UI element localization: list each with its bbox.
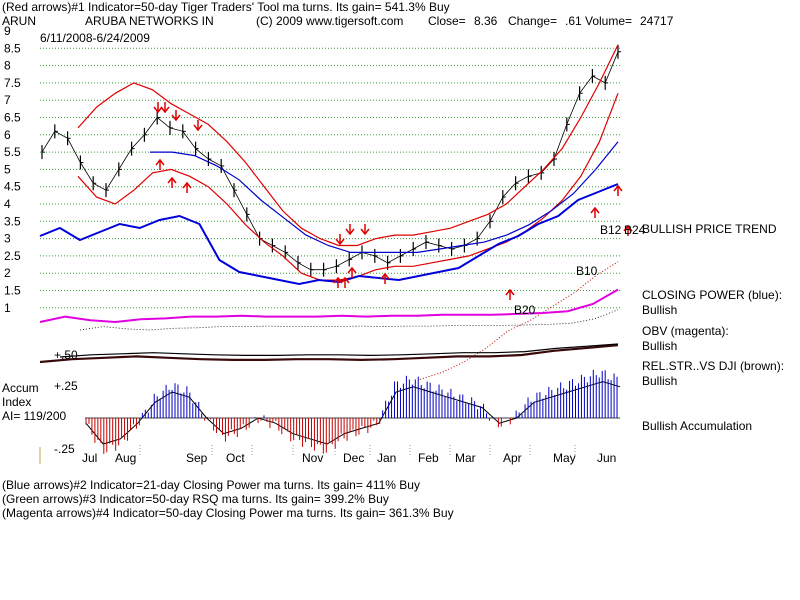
x-tick-label: Jan xyxy=(377,451,396,465)
footer-magenta-arrows: (Magenta arrows)#4 Indicator=50-day Clos… xyxy=(2,506,454,520)
y-tick-label: 3 xyxy=(4,232,11,246)
index-title: Index xyxy=(2,395,32,409)
x-tick-label: Apr xyxy=(503,451,522,465)
y-tick-label: 1.5 xyxy=(4,284,21,298)
annotation-b20: B20 xyxy=(514,303,536,317)
sell-arrow-head xyxy=(193,124,203,132)
volume-value: 24717 xyxy=(640,14,674,28)
x-tick-label: Feb xyxy=(418,451,439,465)
buy-arrow-head xyxy=(340,276,350,284)
buy-arrow-head xyxy=(613,184,623,192)
x-tick-label: Jun xyxy=(597,451,616,465)
obv-status: Bullish xyxy=(642,339,678,353)
footer-green-arrows: (Green arrows)#3 Indicator=50-day RSQ ma… xyxy=(2,492,389,506)
obv-line xyxy=(39,288,619,324)
sell-arrow-head xyxy=(160,106,170,114)
y-tick-label: 2.5 xyxy=(4,249,21,263)
y-tick-label: 4.5 xyxy=(4,180,21,194)
change-value: .61 xyxy=(565,14,582,28)
annotation-b24: B24 xyxy=(624,223,646,237)
y-tick-label: 5.5 xyxy=(4,145,21,159)
buy-arrow-head xyxy=(590,206,600,214)
buy-arrow-head xyxy=(505,288,515,296)
upper-band-line xyxy=(77,44,619,247)
month-x-axis: Jul Aug Sep Oct Nov Dec Jan Feb Mar Apr May Jun xyxy=(82,445,616,465)
sell-arrow-head xyxy=(153,106,163,114)
relstr-line xyxy=(39,344,619,364)
y-tick-label: 3.5 xyxy=(4,214,21,228)
sell-arrow-head xyxy=(360,228,370,236)
plus-25-label: +.25 xyxy=(54,379,78,393)
footer-blue-arrows: (Blue arrows)#2 Indicator=21-day Closing… xyxy=(2,478,420,492)
close-value: 8.36 xyxy=(474,14,498,28)
price-line xyxy=(41,51,619,271)
ticker-symbol: ARUN xyxy=(2,14,37,28)
relstr-label: REL.STR..VS DJI (brown): xyxy=(642,359,785,373)
ma-50-line xyxy=(150,141,619,253)
y-tick-label: 8.5 xyxy=(4,41,21,55)
closing-power-status: Bullish xyxy=(642,303,678,317)
x-tick-label: Mar xyxy=(455,451,476,465)
copyright: (C) 2009 www.tigersoft.com xyxy=(256,14,404,28)
volume-label: Volume= xyxy=(585,14,633,28)
y-tick-label: 4 xyxy=(4,197,11,211)
x-tick-label: Sep xyxy=(186,451,208,465)
bullish-accumulation-label: Bullish Accumulation xyxy=(642,419,753,433)
x-tick-label: Aug xyxy=(115,451,136,465)
x-tick-label: Jul xyxy=(82,451,97,465)
ai-value: AI= 119/200 xyxy=(2,409,67,423)
y-tick-label: 7 xyxy=(4,93,11,107)
price-series xyxy=(39,44,621,445)
change-label: Change= xyxy=(508,14,558,28)
x-tick-label: Oct xyxy=(226,451,245,465)
sell-arrow-head xyxy=(345,228,355,236)
company-name: ARUBA NETWORKS IN xyxy=(85,14,214,28)
accumulation-histogram xyxy=(85,369,620,454)
minus-25-label: -.25 xyxy=(54,442,75,456)
y-tick-label: 6.5 xyxy=(4,111,21,125)
annotation-b12: B12 xyxy=(600,223,622,237)
obv-ma-line xyxy=(79,309,619,331)
sell-arrow-head xyxy=(335,238,345,246)
signal-arrows xyxy=(153,102,633,300)
buy-arrow-head xyxy=(333,276,343,284)
red-dotted-ma xyxy=(419,261,619,380)
y-tick-label: 6 xyxy=(4,128,11,142)
date-range: 6/11/2008-6/24/2009 xyxy=(40,31,150,45)
sell-arrow-head xyxy=(171,114,181,122)
closing-power-line xyxy=(39,183,619,286)
buy-arrow-head xyxy=(182,181,192,189)
buy-arrow-head xyxy=(380,272,390,280)
x-tick-label: Nov xyxy=(302,451,323,465)
accum-title: Accum xyxy=(2,381,39,395)
buy-arrow-head xyxy=(167,176,177,184)
x-tick-label: May xyxy=(553,451,576,465)
buy-arrow-head xyxy=(155,158,165,166)
annotation-b10: B10 xyxy=(576,264,598,278)
price-y-axis: 9 8.5 8 7.5 7 6.5 6 5.5 5 4.5 4 3.5 3 2.5 2 1.5 1 xyxy=(4,24,21,315)
x-tick-label: Dec xyxy=(343,451,364,465)
buy-arrow-head xyxy=(347,266,357,274)
y-tick-label: 8 xyxy=(4,59,11,73)
buy-arrow-head xyxy=(623,224,633,232)
header-indicator-line: (Red arrows)#1 Indicator=50-day Tiger Tr… xyxy=(2,0,450,14)
price-gridlines xyxy=(40,47,620,309)
y-tick-label: 1 xyxy=(4,301,11,315)
plus-50-label: +.50 xyxy=(54,348,78,362)
relstr-ma-line xyxy=(59,343,619,358)
close-label: Close= xyxy=(428,14,466,28)
y-tick-label: 5 xyxy=(4,162,11,176)
y-tick-label: 9 xyxy=(4,24,11,38)
bullish-price-trend-label: BULLISH PRICE TREND xyxy=(642,222,777,236)
closing-power-label: CLOSING POWER (blue): xyxy=(642,288,783,302)
y-tick-label: 2 xyxy=(4,266,11,280)
obv-label: OBV (magenta): xyxy=(642,324,729,338)
relstr-status: Bullish xyxy=(642,374,678,388)
y-tick-label: 7.5 xyxy=(4,76,21,90)
